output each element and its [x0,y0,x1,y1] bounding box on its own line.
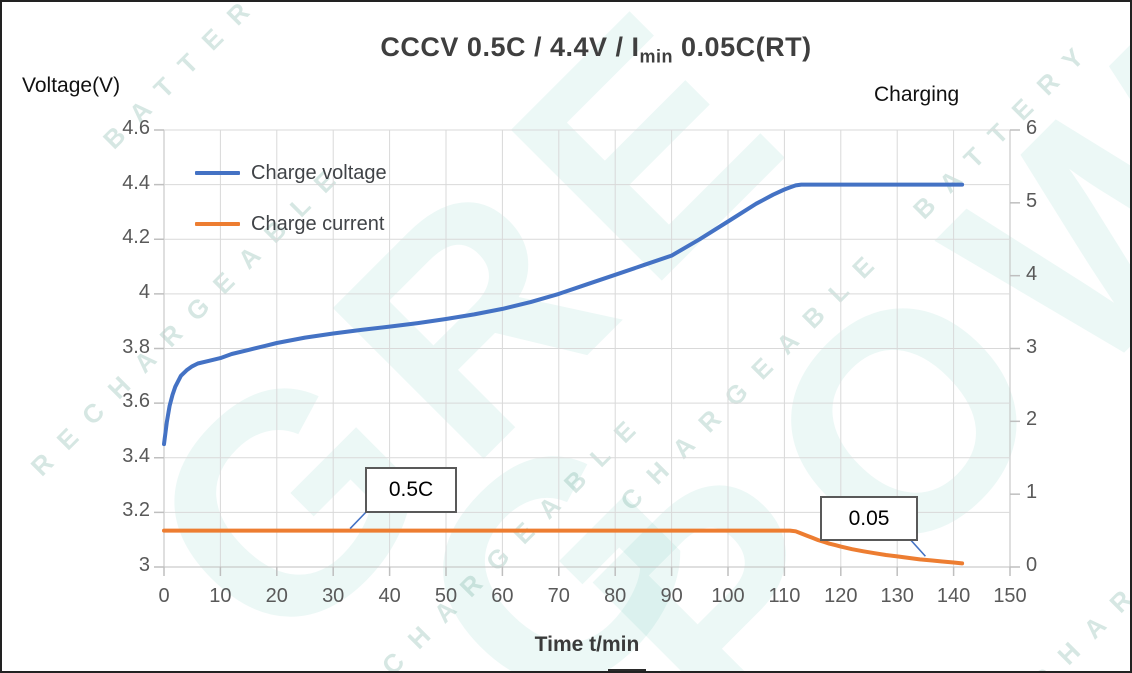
x-tick-label: 60 [491,585,514,607]
x-axis-title: Time t/min [534,633,640,656]
left-y-tick-label: 3.8 [122,335,150,358]
x-tick-label: 40 [378,585,401,607]
x-tick-label: 30 [322,585,345,607]
x-tick-label: 90 [660,585,683,607]
right-y-tick-label: 2 [1026,408,1038,431]
legend-item-charge-voltage: Charge voltage [195,161,387,185]
chart-title: CCCV 0.5C / 4.4V / Imin 0.05C(RT) [172,32,1020,67]
bottom-edge-artifact [608,669,646,671]
charge-voltage-line-swatch [195,171,240,175]
left-y-tick-label: 4.6 [122,117,150,139]
x-tick-label: 10 [209,585,232,607]
x-tick-label: 20 [265,585,288,607]
right-y-tick-label: 5 [1026,189,1038,212]
x-tick-label: 140 [936,585,971,607]
left-y-tick-label: 4.4 [122,171,150,194]
left-y-tick-label: 4 [138,280,150,303]
left-y-tick-label: 3.6 [122,390,150,413]
left-y-tick-label: 4.2 [122,226,150,249]
left-y-tick-label: 3.4 [122,444,150,467]
charge-current-line-swatch [195,222,240,226]
legend-label: Charge voltage [251,161,387,184]
x-tick-label: 0 [158,585,170,607]
chart-title-subscript: min [639,46,674,67]
x-tick-label: 80 [604,585,627,607]
x-tick-label: 110 [768,585,801,607]
right-y-tick-label: 3 [1026,335,1038,358]
right-y-tick-label: 0 [1026,554,1038,576]
annotation-0.5C: 0.5C [365,467,457,513]
left-axis-title: Voltage(V) [22,74,121,97]
right-y-tick-label: 1 [1026,481,1038,504]
chart-title-suffix: 0.05C(RT) [673,32,812,62]
legend-label: Charge current [251,212,385,235]
legend-item-charge-current: Charge current [195,212,384,236]
x-tick-label: 70 [547,585,570,607]
chart-title-main: CCCV 0.5C / 4.4V / I [380,32,640,62]
right-y-tick-label: 6 [1026,117,1038,139]
right-y-tick-label: 4 [1026,262,1038,285]
x-tick-label: 150 [993,585,1027,607]
x-tick-label: 100 [711,585,745,607]
x-tick-label: 130 [880,585,914,607]
x-tick-label: 50 [434,585,458,607]
right-axis-title: Charging [874,83,960,106]
left-y-tick-label: 3.2 [122,499,150,522]
annotation-0.05: 0.05 [820,496,918,541]
x-tick-label: 120 [824,585,858,607]
left-y-tick-label: 3 [138,554,150,576]
